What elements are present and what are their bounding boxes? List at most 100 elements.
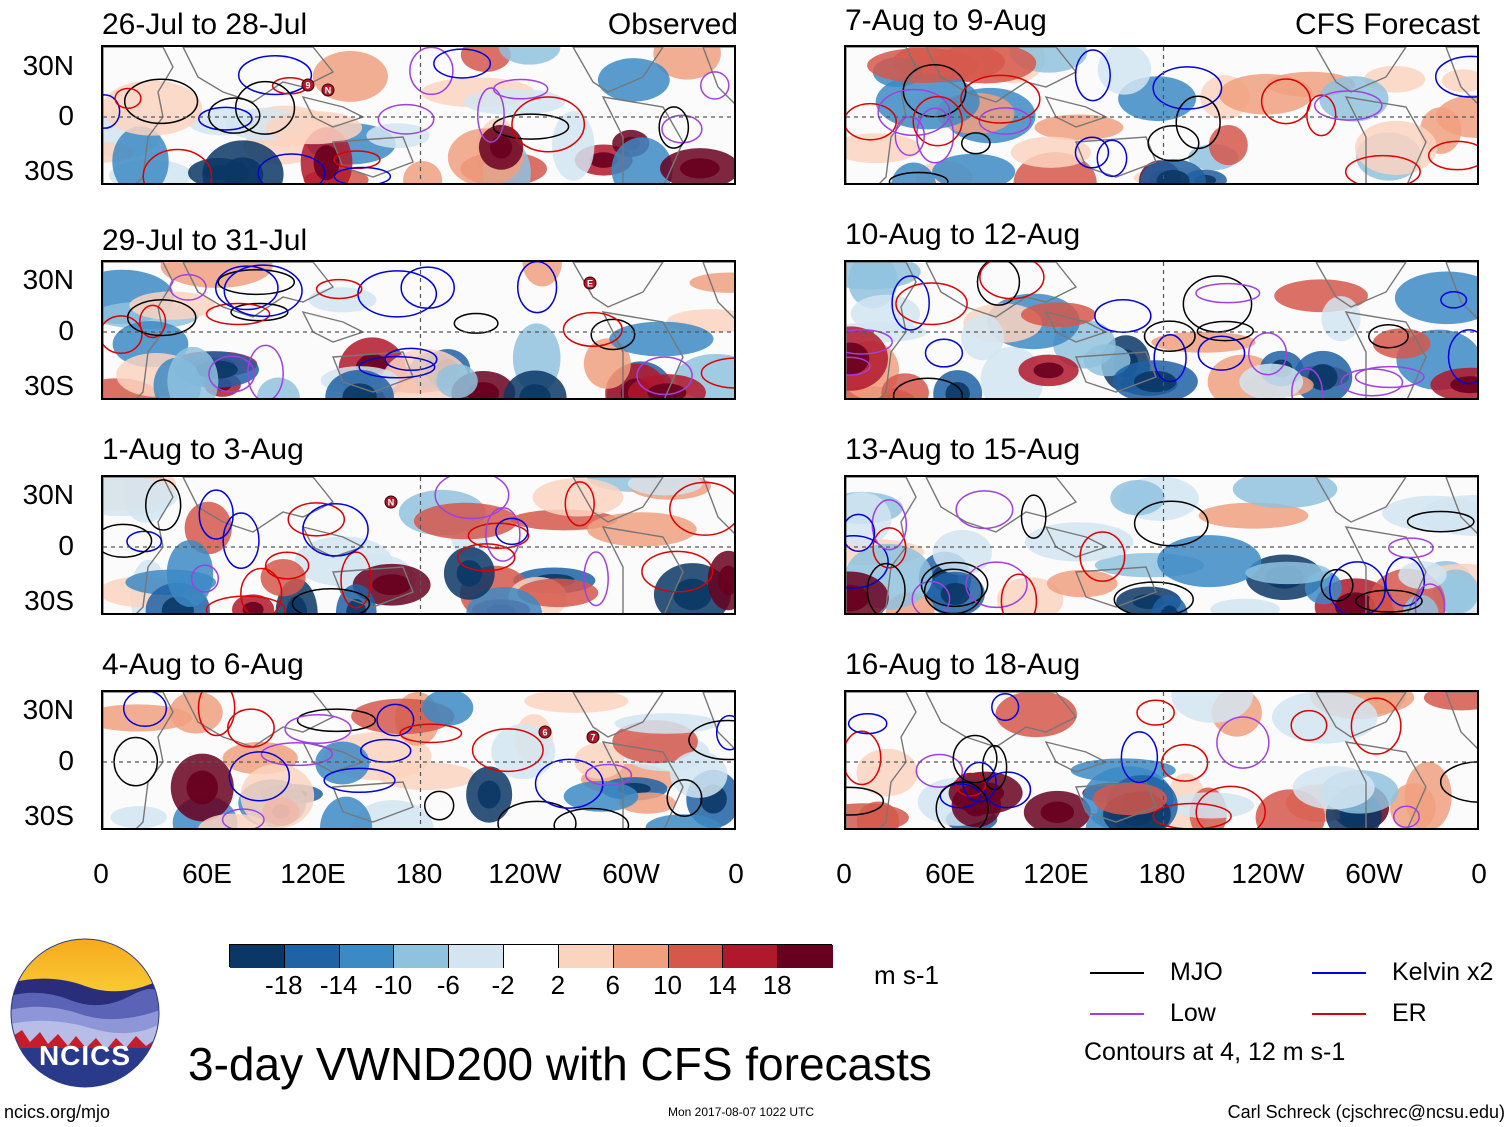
er-contour	[700, 357, 734, 389]
low-contour	[1313, 90, 1383, 121]
positive-anomaly-core	[679, 158, 720, 179]
er-contour	[562, 311, 623, 347]
positive-anomaly	[1218, 73, 1313, 115]
negative-anomaly-core	[1156, 169, 1190, 183]
er-contour	[471, 728, 544, 773]
mjo-contour	[208, 97, 261, 134]
footer-url[interactable]: ncics.org/mjo	[4, 1102, 111, 1122]
mjo-contour	[923, 568, 983, 613]
coastline	[103, 262, 174, 398]
negative-anomaly	[335, 584, 377, 613]
low-contour	[284, 713, 352, 745]
low-contour	[208, 355, 256, 393]
er-contour	[872, 527, 907, 569]
coastline	[1344, 311, 1427, 398]
svg-text:N: N	[325, 86, 332, 96]
positive-anomaly-core	[186, 770, 219, 805]
negative-anomaly	[609, 321, 714, 357]
coastline	[103, 47, 174, 183]
legend-kelvin-label: Kelvin x2	[1392, 958, 1494, 986]
positive-anomaly	[1208, 125, 1248, 166]
positive-anomaly	[856, 748, 918, 797]
er-contour	[564, 481, 595, 527]
coastline	[331, 566, 414, 608]
er-contour	[142, 148, 213, 183]
coastline	[702, 692, 734, 749]
map-field	[846, 262, 1477, 398]
kelvin-contour	[222, 512, 260, 570]
y-label-30s: 30S	[24, 370, 74, 401]
mjo-contour	[1368, 323, 1409, 349]
positive-anomaly	[995, 692, 1077, 738]
positive-anomaly	[1372, 328, 1431, 359]
coastline	[1445, 477, 1477, 534]
er-contour	[103, 315, 143, 355]
coastline	[1445, 47, 1477, 104]
coastline	[1074, 136, 1157, 178]
kelvin-contour	[198, 106, 253, 131]
negative-anomaly	[1083, 344, 1131, 377]
er-contour	[1427, 140, 1477, 171]
mjo-contour	[888, 171, 949, 183]
er-contour	[315, 278, 363, 300]
mjo-contour	[423, 790, 455, 821]
low-contour	[846, 328, 893, 355]
er-contour	[340, 551, 372, 609]
coastline	[925, 692, 1078, 748]
mjo-contour	[453, 312, 499, 334]
er-contour	[227, 708, 275, 748]
mjo-contour	[976, 262, 1021, 306]
positive-anomaly-core	[1450, 376, 1477, 394]
coastline	[1344, 741, 1427, 828]
kelvin-contour	[846, 535, 889, 589]
panel-title-fc-1: 7-Aug to 9-Aug	[845, 4, 1047, 37]
er-contour	[1306, 94, 1337, 137]
low-contour	[1340, 368, 1404, 397]
mjo-contour	[492, 113, 570, 140]
negative-anomaly	[670, 750, 728, 798]
kelvin-contour	[1153, 333, 1187, 383]
coastline	[1074, 566, 1157, 608]
kelvin-contour	[891, 275, 930, 331]
negative-anomaly	[1097, 47, 1152, 95]
negative-anomaly	[961, 314, 1004, 361]
low-contour	[1392, 805, 1420, 828]
low-contour	[911, 580, 951, 613]
colorbar-tick-label: -2	[491, 970, 515, 1000]
er-contour	[287, 502, 346, 537]
legend-low-line	[1090, 1013, 1144, 1015]
mjo-contour	[688, 719, 734, 761]
storm-marker: 9	[301, 78, 315, 92]
low-contour	[434, 477, 510, 520]
kelvin-contour	[223, 264, 303, 318]
low-contour	[377, 103, 435, 135]
negative-anomaly	[627, 477, 703, 496]
negative-anomaly	[1321, 296, 1361, 342]
footer-credit[interactable]: Carl Schreck (cjschrec@ncsu.edu)	[1227, 1102, 1505, 1122]
positive-anomaly	[1198, 502, 1309, 529]
map-field	[846, 47, 1477, 183]
coastline	[331, 136, 414, 178]
low-contour	[877, 88, 951, 137]
positive-anomaly	[689, 272, 734, 293]
er-contour	[1290, 709, 1328, 742]
negative-anomaly	[597, 58, 670, 102]
svg-text:6: 6	[542, 728, 547, 738]
negative-anomaly	[1157, 535, 1262, 588]
negative-anomaly	[436, 363, 478, 398]
map-panel-fc-4	[844, 690, 1479, 830]
x-label-60e: 60E	[925, 858, 975, 889]
coastline	[182, 262, 335, 318]
x-label-0-end: 0	[1471, 858, 1487, 889]
y-label-30n: 30N	[22, 264, 74, 295]
er-contour	[399, 723, 463, 744]
kelvin-contour	[228, 751, 290, 802]
coastline	[1044, 740, 1108, 773]
positive-anomaly	[574, 742, 625, 779]
kelvin-contour	[122, 692, 168, 728]
low-contour	[485, 506, 521, 562]
coastline	[103, 477, 174, 613]
er-contour	[1000, 573, 1038, 613]
positive-anomaly	[1034, 114, 1124, 141]
low-contour	[1247, 332, 1288, 376]
